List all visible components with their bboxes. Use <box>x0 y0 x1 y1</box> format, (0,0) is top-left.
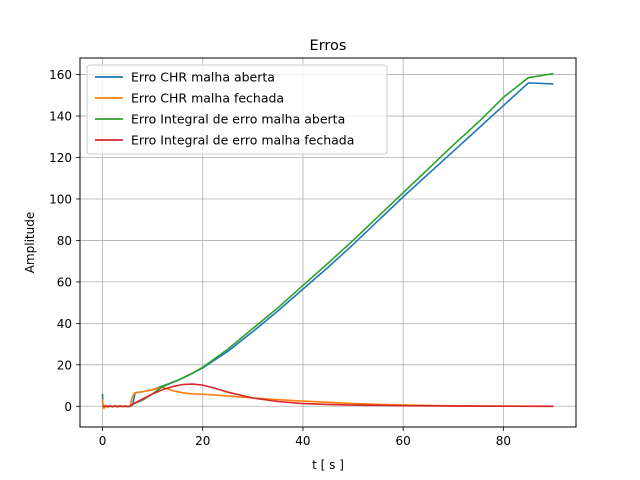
y-tick-label: 60 <box>57 275 72 289</box>
x-axis-title: t [ s ] <box>312 458 344 472</box>
y-axis-title: Amplitude <box>23 212 37 274</box>
y-tick-label: 160 <box>49 68 72 82</box>
legend-label-3: Erro Integral de erro malha aberta <box>131 112 345 127</box>
x-tick-label: 80 <box>496 434 511 448</box>
x-tick-label: 40 <box>295 434 310 448</box>
y-tick-label: 20 <box>57 358 72 372</box>
series-layer <box>101 72 554 410</box>
y-tick-label: 80 <box>57 234 72 248</box>
y-tick-label: 140 <box>49 110 72 124</box>
legend-label-1: Erro CHR malha aberta <box>131 70 275 85</box>
legend-label-4: Erro Integral de erro malha fechada <box>131 133 354 148</box>
y-tick-label: 0 <box>64 400 72 414</box>
y-tick-label: 100 <box>49 192 72 206</box>
y-tick-label: 40 <box>57 317 72 331</box>
y-tick-label: 120 <box>49 151 72 165</box>
axis-ticks: 0 20 40 60 80 0 20 40 60 80 100 120 140 160 <box>49 68 511 448</box>
plot-frame <box>79 57 577 428</box>
legend-label-2: Erro CHR malha fechada <box>131 91 284 106</box>
x-tick-label: 0 <box>99 434 107 448</box>
x-tick-label: 20 <box>195 434 210 448</box>
chart-title: Erros <box>310 38 347 54</box>
legend: Erro CHR malha aberta Erro CHR malha fech… <box>86 64 388 155</box>
series-line-4 <box>102 383 554 408</box>
x-tick-label: 60 <box>396 434 411 448</box>
legend-box <box>86 64 388 155</box>
